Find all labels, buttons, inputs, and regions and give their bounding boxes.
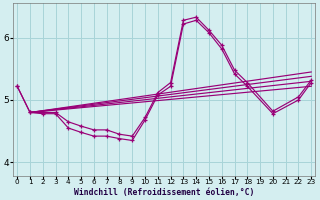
X-axis label: Windchill (Refroidissement éolien,°C): Windchill (Refroidissement éolien,°C) — [74, 188, 254, 197]
